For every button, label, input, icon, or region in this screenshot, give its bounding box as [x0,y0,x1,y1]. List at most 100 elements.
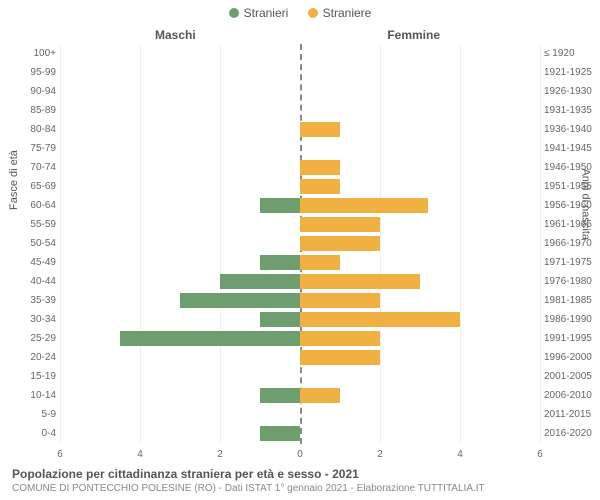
age-label: 35-39 [18,291,56,310]
age-row: 50-541966-1970 [60,234,540,253]
x-tick: 4 [457,449,463,460]
age-label: 40-44 [18,272,56,291]
age-label: 100+ [18,44,56,63]
population-pyramid-chart: Stranieri Straniere Maschi Femmine Fasce… [0,0,600,500]
swatch-male [229,8,239,18]
birth-label: 1986-1990 [544,310,598,329]
birth-label: 1936-1940 [544,120,598,139]
age-label: 80-84 [18,120,56,139]
side-title-male: Maschi [155,28,196,42]
birth-label: 2006-2010 [544,386,598,405]
birth-label: 1926-1930 [544,82,598,101]
age-row: 40-441976-1980 [60,272,540,291]
age-label: 75-79 [18,139,56,158]
age-label: 95-99 [18,63,56,82]
age-label: 15-19 [18,367,56,386]
age-row: 5-92011-2015 [60,405,540,424]
birth-label: 2011-2015 [544,405,598,424]
bar-female [300,312,460,327]
age-label: 0-4 [18,424,56,443]
bar-male [220,274,300,289]
age-row: 85-891931-1935 [60,101,540,120]
birth-label: 1971-1975 [544,253,598,272]
bar-female [300,350,380,365]
bar-female [300,255,340,270]
side-title-female: Femmine [387,28,440,42]
birth-label: 1966-1970 [544,234,598,253]
legend-label-female: Straniere [323,6,372,20]
bar-female [300,293,380,308]
age-label: 5-9 [18,405,56,424]
bar-female [300,388,340,403]
birth-label: ≤ 1920 [544,44,598,63]
bar-female [300,122,340,137]
age-row: 0-42016-2020 [60,424,540,443]
gridline [540,44,541,444]
bar-male [120,331,300,346]
age-row: 70-741946-1950 [60,158,540,177]
footer-subtitle: COMUNE DI PONTECCHIO POLESINE (RO) - Dat… [12,483,485,494]
age-row: 65-691951-1955 [60,177,540,196]
birth-label: 2001-2005 [544,367,598,386]
age-row: 100+≤ 1920 [60,44,540,63]
bar-male [260,388,300,403]
age-row: 30-341986-1990 [60,310,540,329]
age-label: 60-64 [18,196,56,215]
age-row: 60-641956-1960 [60,196,540,215]
x-tick: 4 [137,449,143,460]
age-label: 65-69 [18,177,56,196]
bar-male [260,312,300,327]
legend: Stranieri Straniere [0,6,600,21]
legend-item-male: Stranieri [229,6,289,20]
age-row: 75-791941-1945 [60,139,540,158]
age-label: 85-89 [18,101,56,120]
bar-male [180,293,300,308]
chart-footer: Popolazione per cittadinanza straniera p… [12,467,485,494]
birth-label: 1991-1995 [544,329,598,348]
birth-label: 1996-2000 [544,348,598,367]
bar-male [260,255,300,270]
age-label: 10-14 [18,386,56,405]
age-row: 20-241996-2000 [60,348,540,367]
birth-label: 1946-1950 [544,158,598,177]
age-label: 30-34 [18,310,56,329]
age-row: 55-591961-1965 [60,215,540,234]
bar-female [300,236,380,251]
birth-label: 1981-1985 [544,291,598,310]
birth-label: 2016-2020 [544,424,598,443]
plot-area: 6420246100+≤ 192095-991921-192590-941926… [60,44,540,444]
x-tick: 0 [297,449,303,460]
x-tick: 2 [377,449,383,460]
birth-label: 1976-1980 [544,272,598,291]
x-tick: 2 [217,449,223,460]
age-label: 25-29 [18,329,56,348]
x-tick: 6 [537,449,543,460]
age-row: 90-941926-1930 [60,82,540,101]
birth-label: 1951-1955 [544,177,598,196]
age-row: 80-841936-1940 [60,120,540,139]
age-row: 25-291991-1995 [60,329,540,348]
bar-female [300,331,380,346]
age-row: 45-491971-1975 [60,253,540,272]
bar-female [300,160,340,175]
swatch-female [308,8,318,18]
age-label: 70-74 [18,158,56,177]
age-row: 10-142006-2010 [60,386,540,405]
age-row: 35-391981-1985 [60,291,540,310]
legend-item-female: Straniere [308,6,372,20]
bar-male [260,198,300,213]
birth-label: 1931-1935 [544,101,598,120]
age-label: 20-24 [18,348,56,367]
age-row: 15-192001-2005 [60,367,540,386]
age-label: 55-59 [18,215,56,234]
x-tick: 6 [57,449,63,460]
birth-label: 1941-1945 [544,139,598,158]
age-label: 45-49 [18,253,56,272]
bar-female [300,179,340,194]
birth-label: 1921-1925 [544,63,598,82]
bar-female [300,274,420,289]
age-label: 50-54 [18,234,56,253]
birth-label: 1961-1965 [544,215,598,234]
footer-title: Popolazione per cittadinanza straniera p… [12,467,485,481]
bar-female [300,198,428,213]
